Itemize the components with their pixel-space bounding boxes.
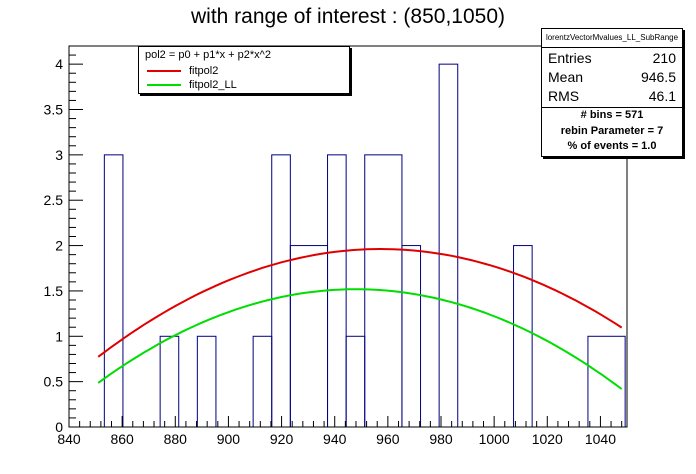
stats-row-rms: RMS 46.1 xyxy=(548,87,676,106)
y-tick-label: 1.5 xyxy=(44,283,64,299)
x-tick-label: 960 xyxy=(376,431,400,447)
stats-key: Mean xyxy=(548,69,584,85)
histogram-bin xyxy=(401,245,422,428)
x-tick-label: 900 xyxy=(217,431,241,447)
stats-value: 946.5 xyxy=(640,69,676,85)
x-axis: 840 860 880 900 920 940 960 980 1000 1020 1040 xyxy=(57,416,623,447)
y-tick-label: 3 xyxy=(55,147,63,163)
param-rebin: rebin Parameter = 7 xyxy=(560,124,664,137)
x-tick-label: 940 xyxy=(323,431,347,447)
legend-entry-fitpol2: fitpol2 xyxy=(147,64,218,78)
legend-header: pol2 = p0 + p1*x + p2*x^2 xyxy=(145,49,271,61)
stats-key: Entries xyxy=(548,50,592,66)
param-bins: # bins = 571 xyxy=(580,109,644,121)
y-tick-label: 1 xyxy=(55,328,63,344)
legend-label: fitpol2_LL xyxy=(189,79,237,91)
fit-curve-fitpol2 xyxy=(97,247,623,358)
y-tick-label: 3.5 xyxy=(44,102,64,118)
stats-row-mean: Mean 946.5 xyxy=(548,68,676,87)
histogram-bin xyxy=(587,335,626,428)
stats-key: RMS xyxy=(548,88,580,104)
legend-label: fitpol2 xyxy=(189,65,219,77)
y-tick-label: 0 xyxy=(55,419,63,435)
x-tick-label: 880 xyxy=(164,431,188,447)
histogram-bin xyxy=(159,335,180,428)
histogram-bin xyxy=(438,63,459,428)
histogram-bin xyxy=(513,245,533,428)
stats-value: 210 xyxy=(652,50,676,66)
y-tick-label: 0.5 xyxy=(44,374,64,390)
fit-curve-fitpol2-ll xyxy=(97,288,623,390)
y-tick-label: 2.5 xyxy=(44,192,64,208)
histogram-bin xyxy=(103,154,124,428)
y-tick-label: 4 xyxy=(55,56,63,72)
legend-box: pol2 = p0 + p1*x + p2*x^2 fitpol2 fitpol… xyxy=(138,46,350,94)
legend-entry-fitpol2-ll: fitpol2_LL xyxy=(147,78,237,92)
histogram-bin xyxy=(196,335,217,428)
x-tick-label: 920 xyxy=(270,431,294,447)
stats-histogram-name: lorentzVectorMvalues_LL_SubRange xyxy=(542,29,682,48)
x-tick-label: 1000 xyxy=(479,431,510,447)
histogram-bin xyxy=(345,335,366,428)
fit-curves xyxy=(97,247,623,390)
y-tick-label: 2 xyxy=(55,238,63,254)
y-axis: 0 0.5 1 1.5 2 2.5 3 3.5 4 xyxy=(44,45,83,435)
histogram-bin xyxy=(271,154,291,428)
histogram-bin xyxy=(252,335,273,428)
x-tick-label: 980 xyxy=(429,431,453,447)
stats-row-entries: Entries 210 xyxy=(548,49,676,68)
legend-swatch xyxy=(147,84,181,86)
chart-title: with range of interest : (850,1050) xyxy=(190,5,505,28)
stats-value: 46.1 xyxy=(648,88,676,104)
histogram-bin xyxy=(289,245,329,428)
parameters-box: # bins = 571 rebin Parameter = 7 % of ev… xyxy=(541,107,683,157)
x-tick-label: 840 xyxy=(57,431,81,447)
stats-box: lorentzVectorMvalues_LL_SubRange Entries… xyxy=(541,28,683,108)
x-tick-label: 1040 xyxy=(585,431,616,447)
x-tick-label: 1020 xyxy=(532,431,563,447)
x-tick-label: 860 xyxy=(110,431,134,447)
param-events: % of events = 1.0 xyxy=(567,140,657,152)
legend-swatch xyxy=(147,70,181,72)
